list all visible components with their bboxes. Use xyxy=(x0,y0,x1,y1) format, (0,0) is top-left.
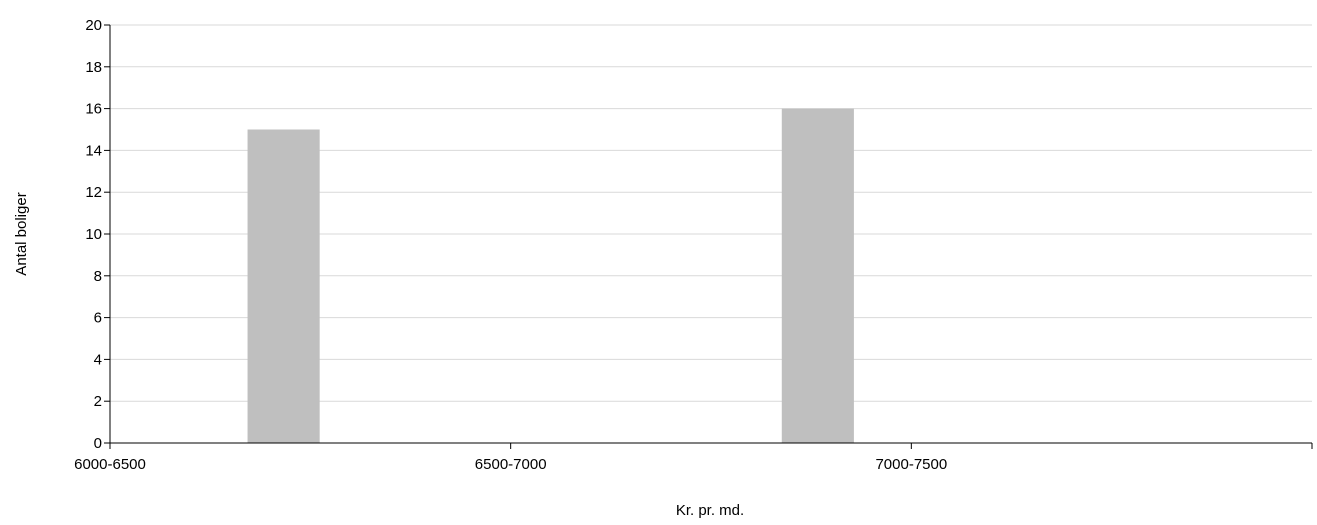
x-tick-label-1: 6500-7000 xyxy=(475,456,547,473)
y-axis-title: Antal boliger xyxy=(13,192,30,275)
bar-1 xyxy=(247,129,320,443)
tick-labels: 0 2 4 6 8 10 12 14 16 18 20 6000-6500 6500-7000 7000-… xyxy=(74,17,947,473)
x-tick-label-2: 7000-7500 xyxy=(875,456,947,473)
y-tick-label-0: 0 xyxy=(94,435,102,452)
y-tick-label-10: 10 xyxy=(85,226,102,243)
y-tick-label-18: 18 xyxy=(85,59,102,76)
bars xyxy=(247,108,854,443)
y-tick-label-12: 12 xyxy=(85,184,102,201)
bar-2 xyxy=(781,108,854,443)
x-axis-title: Kr. pr. md. xyxy=(676,502,744,519)
y-tick-label-2: 2 xyxy=(94,393,102,410)
axes xyxy=(104,24,1313,449)
y-tick-label-8: 8 xyxy=(94,268,102,285)
y-tick-label-14: 14 xyxy=(85,142,102,159)
y-tick-label-6: 6 xyxy=(94,310,102,327)
y-tick-label-20: 20 xyxy=(85,17,102,34)
x-tick-label-0: 6000-6500 xyxy=(74,456,146,473)
y-tick-label-4: 4 xyxy=(94,351,102,368)
y-tick-label-16: 16 xyxy=(85,101,102,118)
